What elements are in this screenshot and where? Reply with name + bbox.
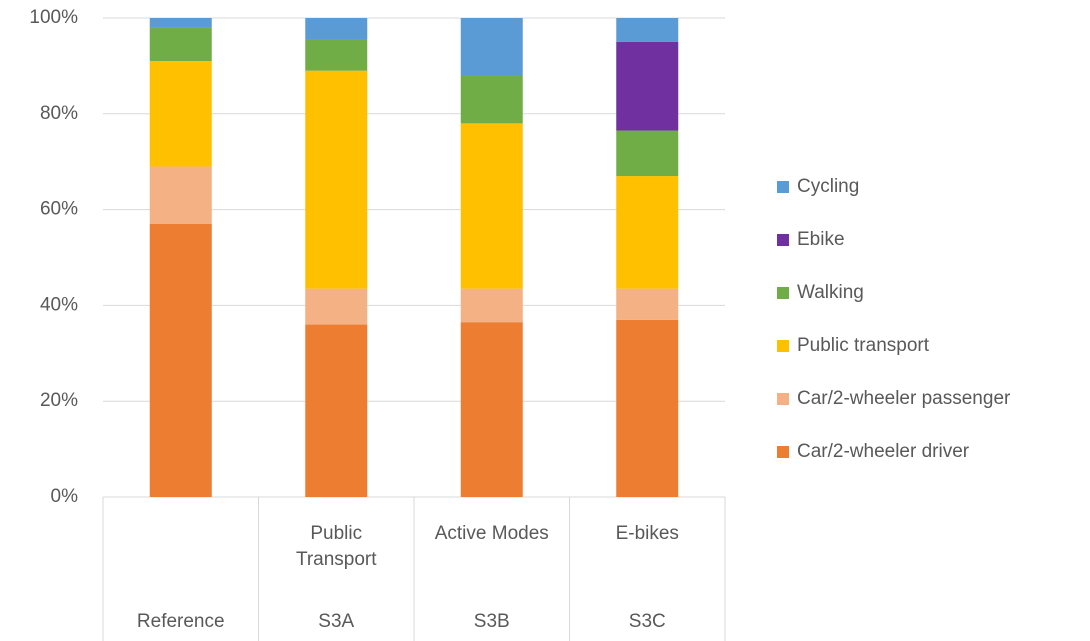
bar-segment: [616, 130, 679, 177]
legend-label: Cycling: [797, 176, 859, 197]
y-tick-label: 80%: [40, 103, 78, 124]
legend-label: Public transport: [797, 335, 930, 356]
bar-segment: [616, 288, 679, 320]
category-subtitle: E-bikes: [615, 523, 679, 544]
y-tick-label: 60%: [40, 199, 78, 220]
y-tick-label: 0%: [51, 486, 79, 507]
y-tick-label: 20%: [40, 390, 78, 411]
category-label: S3C: [628, 611, 666, 632]
bar-segment: [149, 223, 212, 497]
bar-segment: [305, 39, 368, 71]
bar-segment: [305, 324, 368, 497]
bar-segment: [616, 18, 679, 42]
legend-swatch: [777, 446, 789, 458]
bar-segment: [460, 322, 523, 497]
y-tick-label: 40%: [40, 294, 78, 315]
bar-segment: [305, 18, 368, 40]
legend-label: Walking: [797, 282, 864, 303]
bar-segment: [460, 123, 523, 289]
legend-swatch: [777, 181, 789, 193]
bar-segment: [616, 41, 679, 131]
legend-swatch: [777, 287, 789, 299]
bar-segment: [305, 288, 368, 325]
category-label: S3B: [473, 611, 510, 632]
bar-segment: [149, 166, 212, 224]
bar-segment: [305, 70, 368, 289]
y-tick-label: 100%: [29, 7, 78, 28]
category-subtitle: Public Transport: [295, 523, 377, 570]
category-label: S3A: [318, 611, 355, 632]
legend-label: Car/2-wheeler driver: [797, 441, 970, 462]
legend-swatch: [777, 234, 789, 246]
bar-segment: [460, 75, 523, 124]
bar-segment: [616, 319, 679, 497]
category-label: Reference: [136, 611, 225, 632]
bar-segment: [460, 288, 523, 323]
legend-label: Ebike: [797, 229, 845, 250]
legend-swatch: [777, 393, 789, 405]
legend-swatch: [777, 340, 789, 352]
bar-segment: [149, 27, 212, 62]
category-subtitle: Active Modes: [434, 523, 549, 544]
bar-segment: [149, 61, 212, 167]
legend-label: Car/2-wheeler passenger: [797, 388, 1011, 409]
bar-segment: [460, 18, 523, 76]
bar-segment: [149, 18, 212, 28]
bar-segment: [616, 176, 679, 289]
